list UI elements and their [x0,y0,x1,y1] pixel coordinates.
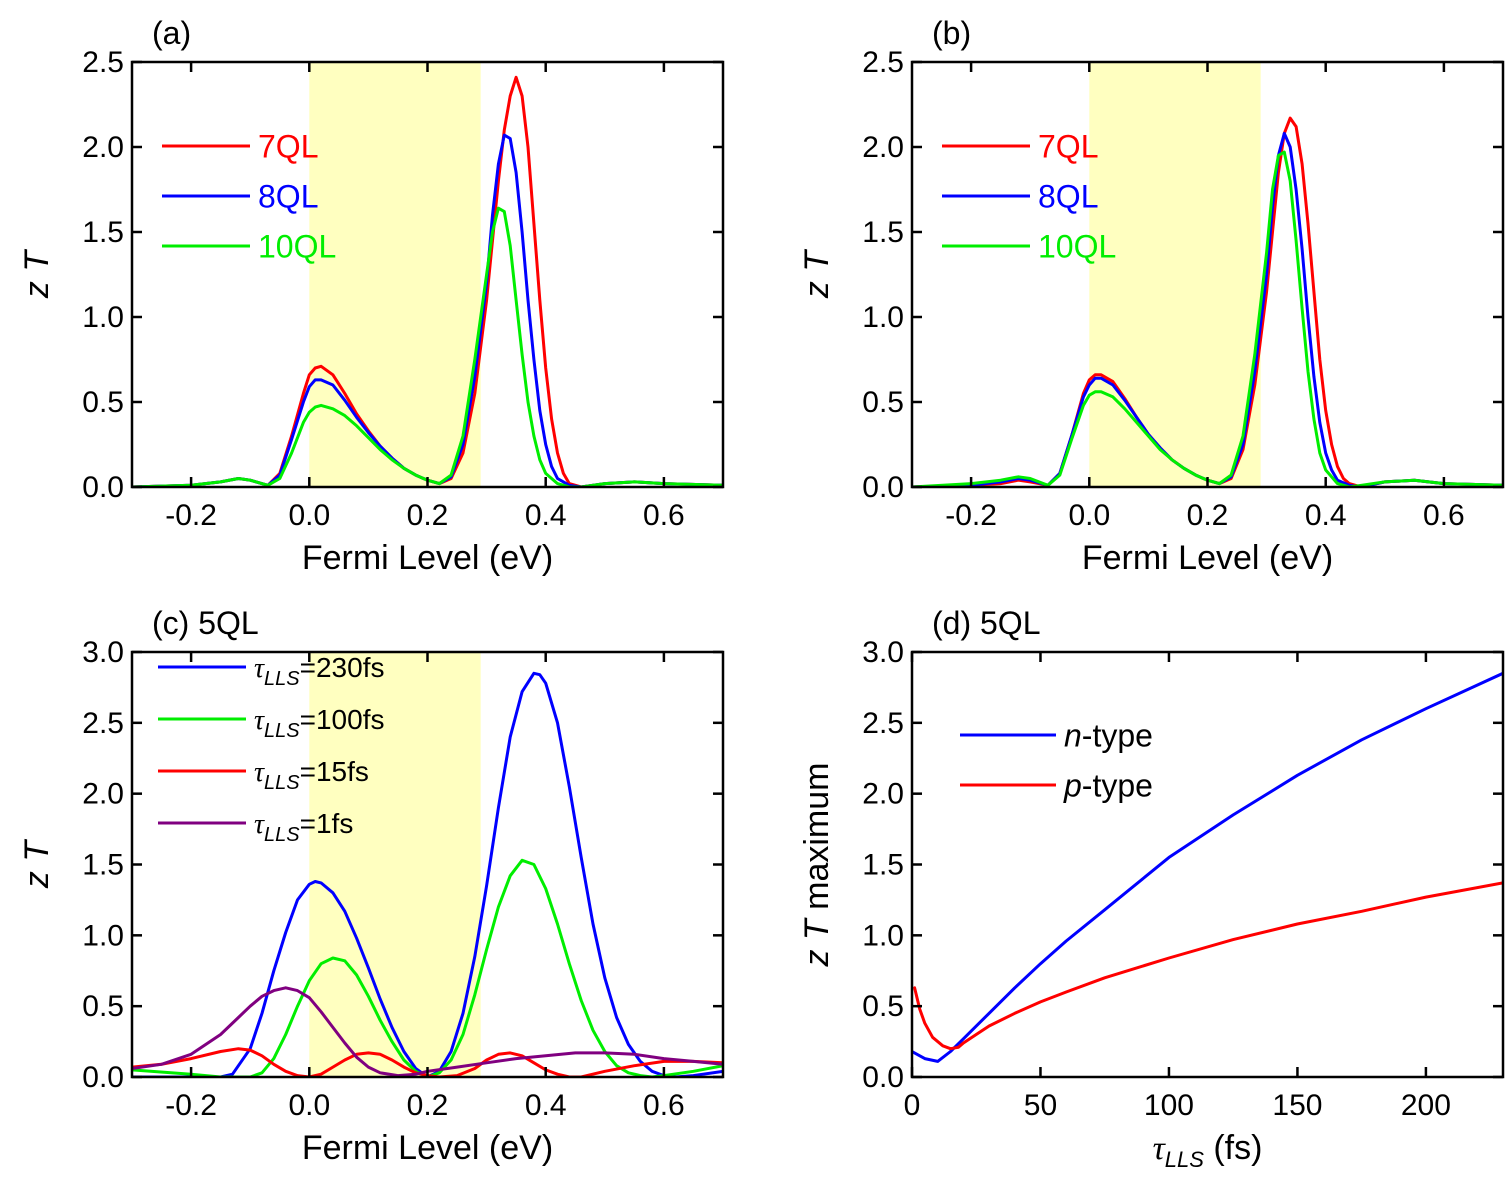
legend: n-type p-type [960,718,1153,804]
y-tick-label: 0.5 [862,386,904,419]
legend: 7QL 8QL 10QL [942,129,1116,265]
y-tick-label: 0.5 [82,990,124,1023]
x-tick-label: 150 [1272,1089,1322,1122]
y-tick-label: 2.0 [82,778,124,811]
panel-d: 0 50 100 150 200 0.0 0.5 1.0 1.5 2.0 2.5 3.0 (d) 5QL… [798,605,1505,1172]
y-tick-label: 2.5 [82,46,124,79]
x-tick-label: 0.2 [1187,499,1229,532]
legend-label: τLLS=1fs [254,808,353,846]
y-tick-label: 2.0 [862,131,904,164]
legend-label: τLLS=230fs [254,652,384,690]
x-axis-label: τLLS (fs) [1153,1129,1263,1172]
x-tick-label: 0.0 [288,499,330,532]
y-tick-label: 1.0 [82,301,124,334]
y-axis-label: z T [798,249,836,299]
x-tick-label: -0.2 [165,499,217,532]
panel-label: (d) 5QL [932,605,1040,641]
y-tick-label: 2.5 [862,46,904,79]
legend-label: 7QL [1038,129,1098,165]
shaded-region [309,652,481,1077]
shaded-region [309,62,481,487]
legend-label: 8QL [258,179,318,215]
y-tick-label: 1.0 [82,919,124,952]
x-tick-label: 0.6 [1423,499,1465,532]
panel-b: -0.2 0.0 0.2 0.4 0.6 0.0 0.5 1.0 1.5 2.0 2.5 (b) Fer… [798,15,1505,577]
y-tick-label: 1.0 [862,301,904,334]
x-tick-label: 0.4 [525,499,567,532]
x-tick-label: -0.2 [945,499,997,532]
panel-label: (a) [152,15,191,51]
panel-c: -0.2 0.0 0.2 0.4 0.6 0.0 0.5 1.0 1.5 2.0 2.5 3.0 (c)… [18,605,725,1167]
y-tick-label: 1.5 [862,216,904,249]
x-tick-label: -0.2 [165,1089,217,1122]
legend-label: 10QL [1038,229,1116,265]
y-axis-label: z T [18,249,56,299]
x-axis-label: Fermi Level (eV) [302,1129,553,1167]
x-tick-label: 0.2 [407,499,449,532]
x-tick-label: 50 [1024,1089,1057,1122]
legend-label: 8QL [1038,179,1098,215]
legend-label: p-type [1063,768,1153,804]
y-tick-label: 2.0 [862,778,904,811]
legend: 7QL 8QL 10QL [162,129,336,265]
y-tick-label: 2.0 [82,131,124,164]
y-tick-label: 0.0 [862,471,904,504]
series-line-a-2 [132,206,723,487]
y-tick-label: 1.5 [862,849,904,882]
y-tick-label: 0.5 [82,386,124,419]
panel-a: -0.2 0.0 0.2 0.4 0.6 0.0 0.5 1.0 1.5 2.0 2.5 (a) Fer… [18,15,725,577]
y-tick-label: 2.5 [862,707,904,740]
x-tick-label: 0.0 [288,1089,330,1122]
x-tick-label: 200 [1401,1089,1451,1122]
series-line-b-2 [912,150,1503,487]
shaded-region [1089,62,1261,487]
x-tick-label: 0.6 [643,1089,685,1122]
panel-label: (c) 5QL [152,605,259,641]
legend: τLLS=230fs τLLS=100fs τLLS=15fs τLLS=1fs [158,652,384,846]
y-tick-label: 0.0 [82,471,124,504]
y-tick-label: 1.5 [82,849,124,882]
x-tick-label: 0.4 [525,1089,567,1122]
x-tick-label: 0.0 [1068,499,1110,532]
legend-label: τLLS=100fs [254,704,384,742]
x-tick-label: 0.2 [407,1089,449,1122]
legend-label: n-type [1064,718,1153,754]
y-tick-label: 1.0 [862,919,904,952]
x-axis-label: Fermi Level (eV) [1082,539,1333,577]
x-tick-label: 0.6 [643,499,685,532]
legend-label: 7QL [258,129,318,165]
y-tick-label: 0.5 [862,990,904,1023]
series-line-c-0 [132,671,723,1077]
legend-label: τLLS=15fs [254,756,369,794]
y-tick-label: 1.5 [82,216,124,249]
x-axis-label: Fermi Level (eV) [302,539,553,577]
y-tick-label: 2.5 [82,707,124,740]
y-tick-label: 0.0 [82,1061,124,1094]
panel-label: (b) [932,15,971,51]
series-line-d-0 [912,671,1503,1063]
x-tick-label: 100 [1144,1089,1194,1122]
legend-label: 10QL [258,229,336,265]
y-axis-label: z T maximum [798,762,836,967]
y-tick-label: 3.0 [82,636,124,669]
y-tick-label: 3.0 [862,636,904,669]
series-line-c-3 [132,986,723,1077]
x-tick-label: 0 [904,1089,921,1122]
series-line-d-1 [913,881,1503,1051]
y-tick-label: 0.0 [862,1061,904,1094]
x-tick-label: 0.4 [1305,499,1347,532]
y-axis-label: z T [18,839,56,889]
